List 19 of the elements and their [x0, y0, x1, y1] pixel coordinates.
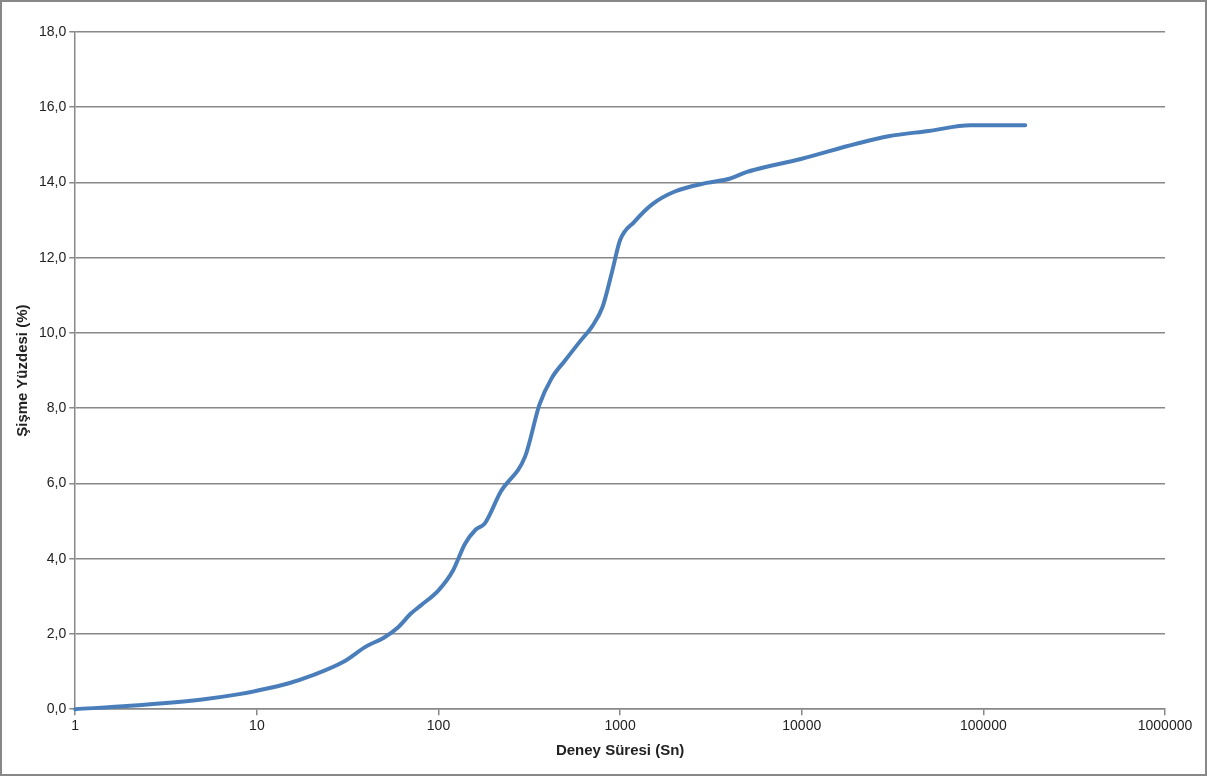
- y-tick-label: 10,0: [39, 323, 67, 340]
- x-tick-label: 1000: [604, 717, 636, 734]
- x-tick-label: 10: [249, 717, 265, 734]
- x-tick-label: 100: [426, 717, 451, 734]
- y-tick-label: 6,0: [46, 474, 67, 491]
- x-axis-title: Deney Süresi (Sn): [555, 741, 685, 759]
- y-tick-label: 12,0: [39, 248, 67, 265]
- y-tick-label: 2,0: [46, 624, 67, 641]
- x-tick-label: 100000: [960, 717, 1007, 734]
- y-tick-label: 14,0: [39, 173, 67, 190]
- y-tick-label: 16,0: [39, 98, 67, 115]
- y-tick-label: 18,0: [39, 22, 67, 39]
- y-tick-label: 8,0: [46, 399, 67, 416]
- y-axis-title: Şişme Yüzdesi (%): [13, 304, 31, 437]
- y-tick-label: 0,0: [46, 700, 67, 717]
- x-tick-label: 1: [71, 717, 80, 734]
- x-tick-label: 10000: [782, 717, 822, 734]
- x-tick-label: 1000000: [1137, 717, 1193, 734]
- y-tick-label: 4,0: [46, 549, 67, 566]
